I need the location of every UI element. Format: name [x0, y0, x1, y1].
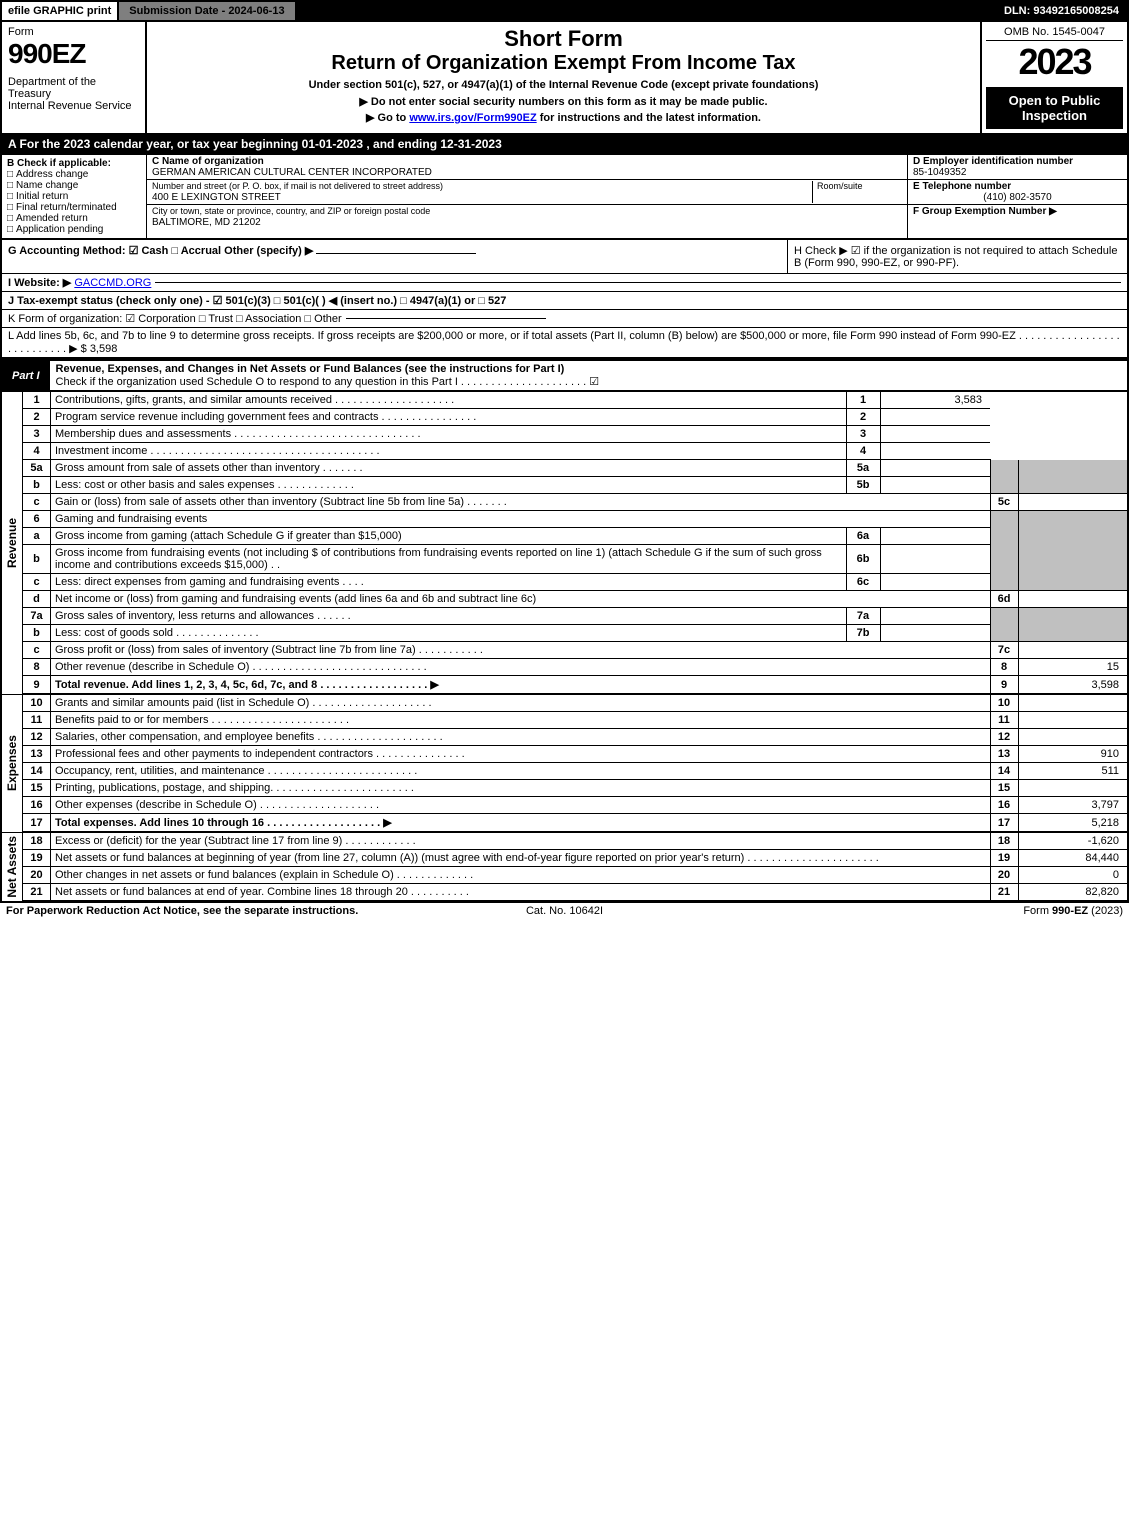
irs-link[interactable]: www.irs.gov/Form990EZ: [409, 112, 536, 124]
note-goto: ▶ Go to www.irs.gov/Form990EZ for instru…: [155, 111, 972, 124]
tax-year: 2023: [986, 41, 1123, 83]
short-form-title: Short Form: [155, 26, 972, 52]
part-1-label: Part I: [2, 368, 50, 384]
form-number: 990EZ: [8, 38, 139, 70]
expenses-table: 10Grants and similar amounts paid (list …: [22, 695, 1129, 833]
website-link[interactable]: GACCMD.ORG: [74, 277, 151, 289]
top-bar: efile GRAPHIC print Submission Date - 20…: [0, 0, 1129, 22]
chk-initial[interactable]: Initial return: [7, 191, 141, 202]
k-org-form: K Form of organization: ☑ Corporation □ …: [0, 310, 1129, 328]
public-inspection-badge: Open to Public Inspection: [986, 87, 1123, 129]
section-a: A For the 2023 calendar year, or tax yea…: [0, 135, 1129, 155]
part-1-bar: Part I Revenue, Expenses, and Changes in…: [0, 359, 1129, 392]
expenses-label: Expenses: [5, 735, 19, 791]
form-ref: Form 990-EZ (2023): [751, 905, 1123, 917]
d-label: D Employer identification number: [913, 156, 1073, 167]
part-1-sub: Check if the organization used Schedule …: [56, 376, 600, 388]
netassets-label: Net Assets: [5, 836, 19, 898]
submission-date: Submission Date - 2024-06-13: [119, 2, 296, 20]
e-label: E Telephone number: [913, 181, 1011, 192]
revenue-label: Revenue: [5, 518, 19, 568]
chk-amended[interactable]: Amended return: [7, 213, 141, 224]
return-title: Return of Organization Exempt From Incom…: [155, 52, 972, 75]
omb-number: OMB No. 1545-0047: [986, 26, 1123, 41]
chk-name[interactable]: Name change: [7, 180, 141, 191]
under-section: Under section 501(c), 527, or 4947(a)(1)…: [155, 79, 972, 91]
room-label: Room/suite: [817, 181, 863, 191]
city-label: City or town, state or province, country…: [152, 206, 430, 216]
section-b-c-d: B Check if applicable: Address change Na…: [0, 155, 1129, 240]
b-title: B Check if applicable:: [7, 158, 141, 169]
form-header: Form 990EZ Department of the Treasury In…: [0, 22, 1129, 135]
netassets-table: 18Excess or (deficit) for the year (Subt…: [22, 833, 1129, 902]
j-tax-exempt: J Tax-exempt status (check only one) - ☑…: [0, 292, 1129, 310]
dept-label: Department of the Treasury Internal Reve…: [8, 76, 139, 112]
f-label: F Group Exemption Number ▶: [913, 206, 1057, 217]
ein: 85-1049352: [913, 167, 966, 178]
street: 400 E LEXINGTON STREET: [152, 192, 281, 203]
g-accounting: G Accounting Method: ☑ Cash □ Accrual Ot…: [8, 245, 313, 257]
cat-no: Cat. No. 10642I: [378, 905, 750, 917]
org-name: GERMAN AMERICAN CULTURAL CENTER INCORPOR…: [152, 167, 432, 178]
street-label: Number and street (or P. O. box, if mail…: [152, 181, 443, 191]
city: BALTIMORE, MD 21202: [152, 217, 261, 228]
page-footer: For Paperwork Reduction Act Notice, see …: [0, 902, 1129, 919]
revenue-table: 1Contributions, gifts, grants, and simil…: [22, 392, 1129, 695]
chk-final[interactable]: Final return/terminated: [7, 202, 141, 213]
l-gross-receipts: L Add lines 5b, 6c, and 7b to line 9 to …: [0, 328, 1129, 359]
c-label: C Name of organization: [152, 156, 264, 167]
h-check: H Check ▶ ☑ if the organization is not r…: [787, 240, 1127, 273]
paperwork-notice: For Paperwork Reduction Act Notice, see …: [6, 905, 378, 917]
chk-pending[interactable]: Application pending: [7, 224, 141, 235]
chk-address[interactable]: Address change: [7, 169, 141, 180]
phone: (410) 802-3570: [913, 192, 1122, 203]
i-website-label: I Website: ▶: [8, 276, 71, 289]
note-ssn: ▶ Do not enter social security numbers o…: [155, 95, 972, 108]
efile-print[interactable]: efile GRAPHIC print: [2, 2, 119, 20]
dln: DLN: 93492165008254: [996, 3, 1127, 19]
form-label: Form: [8, 26, 139, 38]
part-1-title: Revenue, Expenses, and Changes in Net As…: [56, 363, 565, 375]
